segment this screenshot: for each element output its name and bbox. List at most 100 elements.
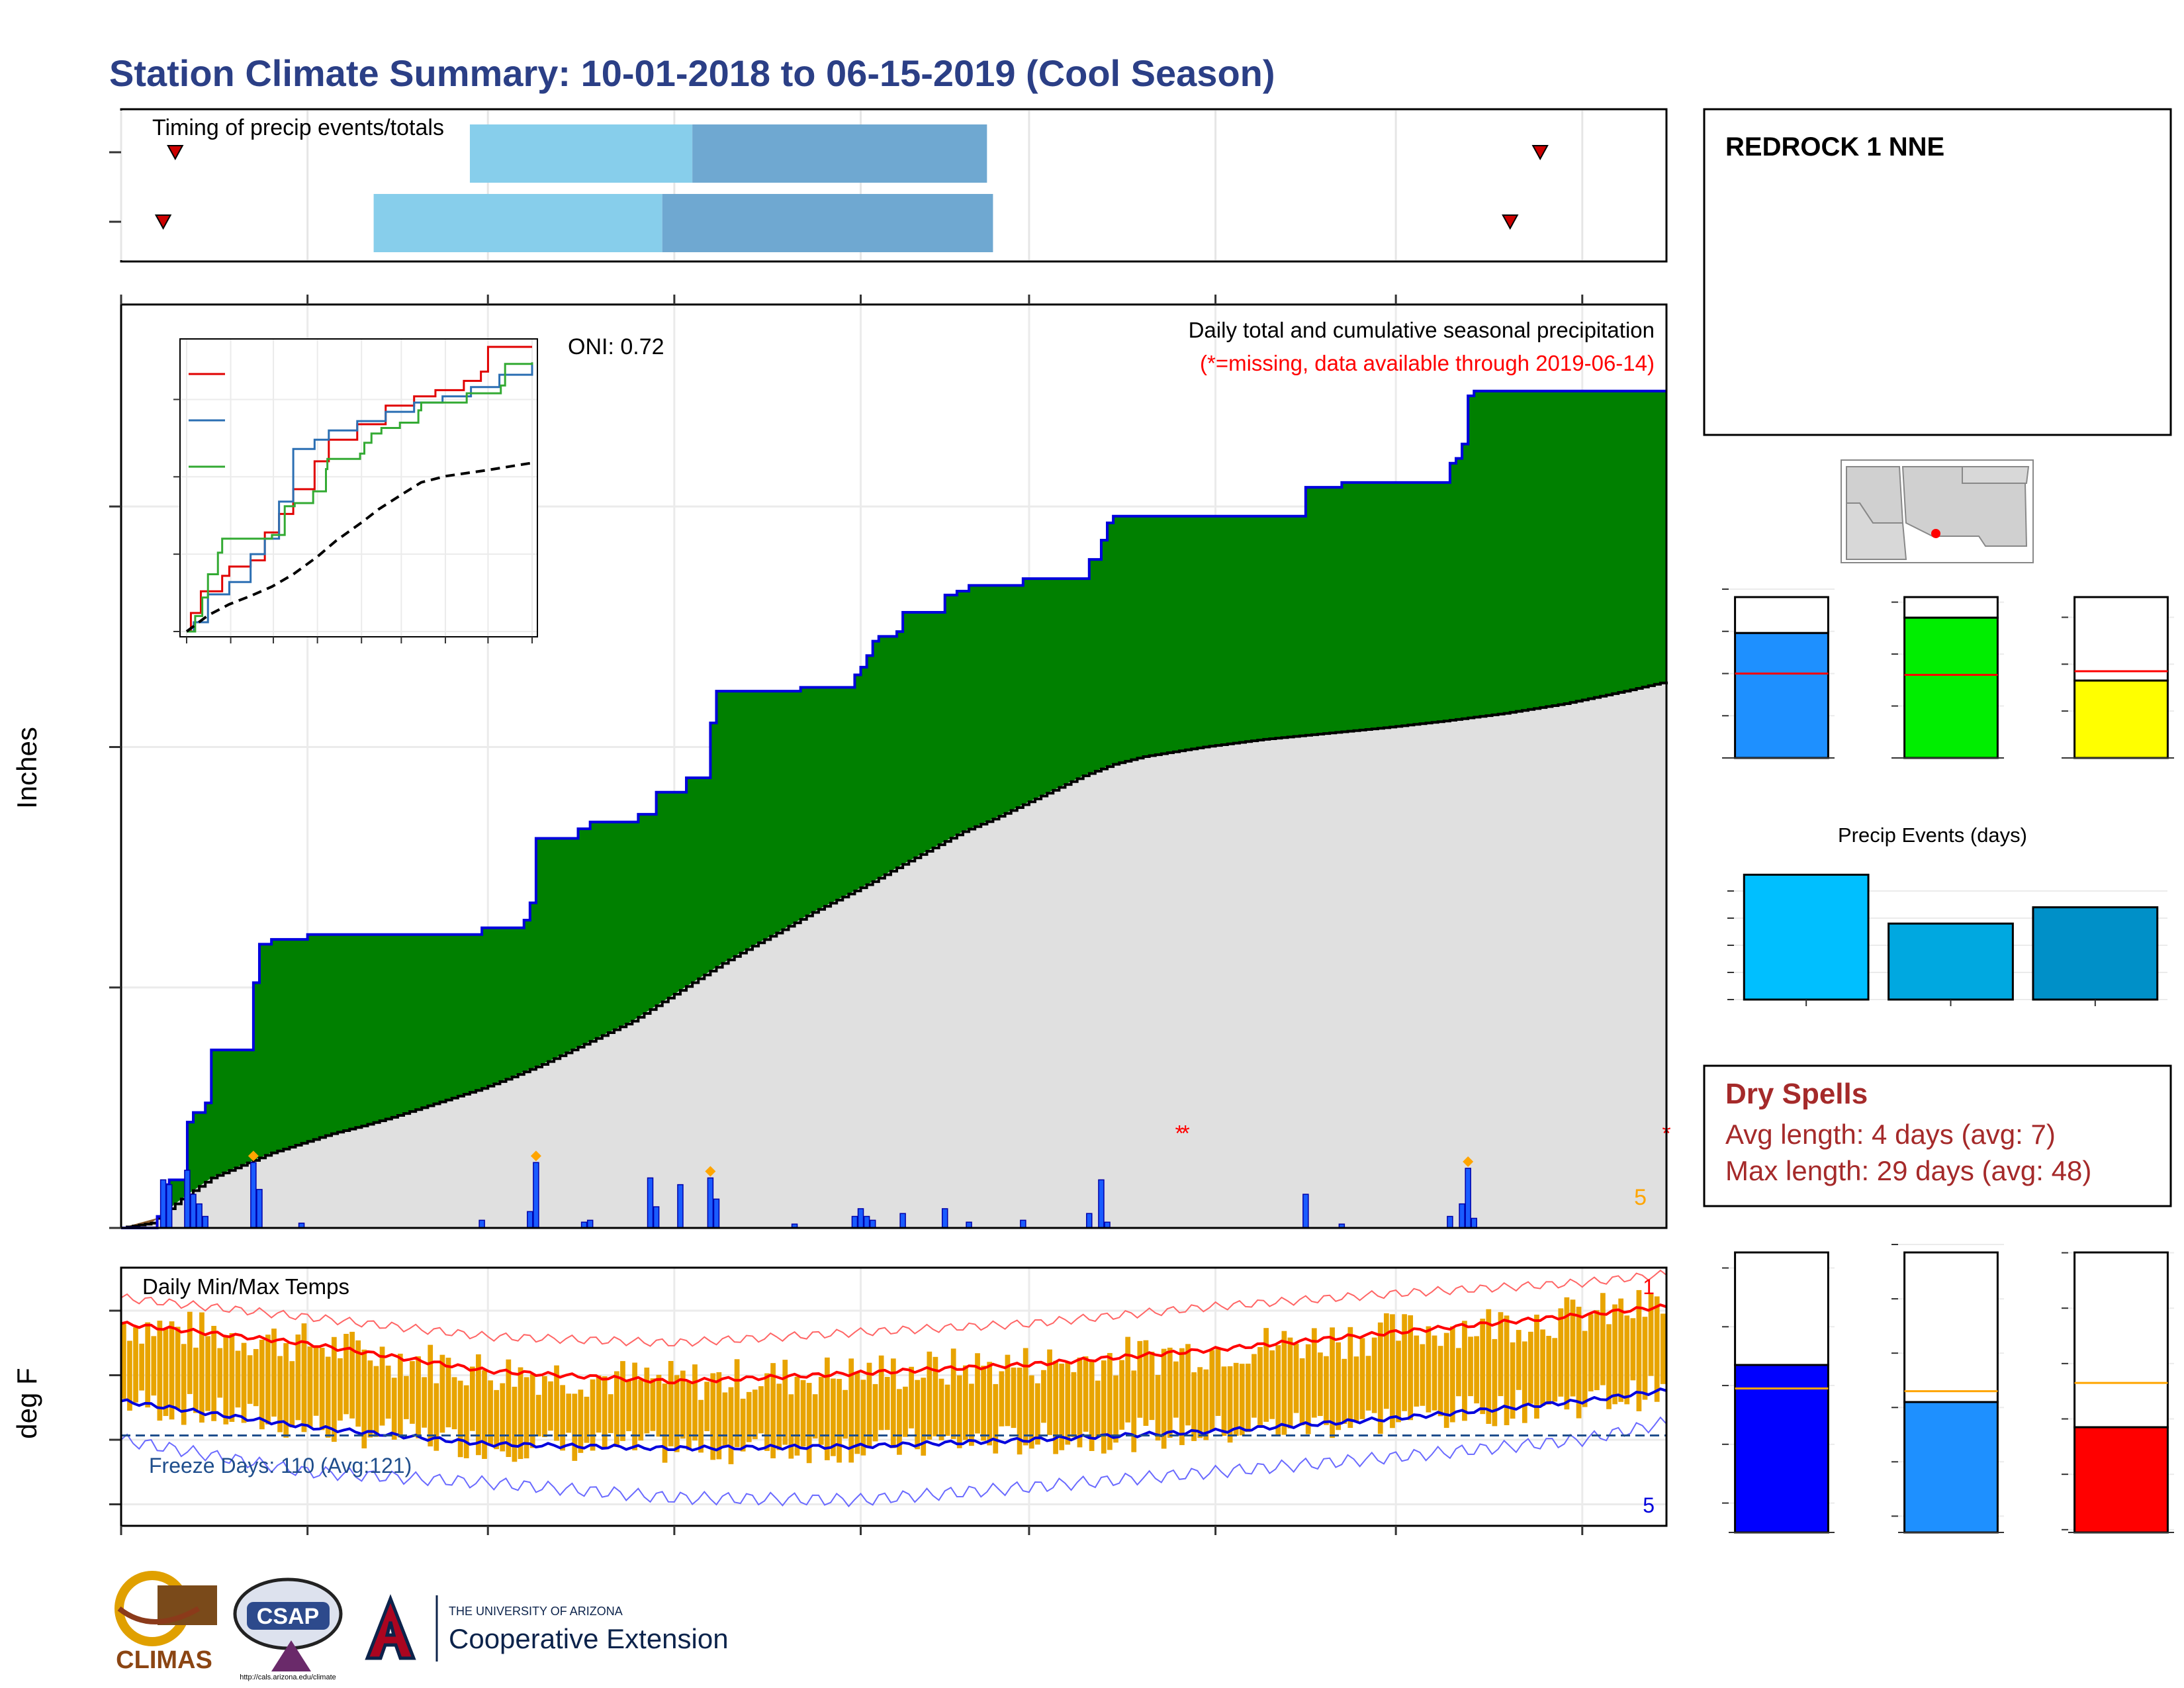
daily-precip-bar [863, 1215, 870, 1229]
daily-temp-range-bar [307, 1346, 313, 1427]
daily-precip-bar [1459, 1203, 1465, 1229]
daily-temp-range-bar [1149, 1352, 1155, 1421]
daily-temp-range-bar [944, 1384, 950, 1436]
daily-temp-range-bar [1390, 1314, 1395, 1429]
daily-temp-range-bar [1546, 1336, 1552, 1405]
dry-spells-title: Dry Spells [1725, 1078, 1868, 1110]
daily-temp-range-bar [1588, 1314, 1594, 1391]
daily-temp-range-bar [1287, 1337, 1293, 1429]
daily-temp-range-bar [469, 1366, 475, 1431]
daily-temp-range-bar [151, 1336, 157, 1396]
daily-temp-range-bar [872, 1383, 878, 1442]
daily-temp-range-bar [1330, 1327, 1335, 1438]
mini-bar-background [2073, 1251, 2169, 1429]
daily-temp-range-bar [969, 1383, 974, 1446]
daily-precip-bar [1098, 1179, 1105, 1229]
daily-temp-range-bar [1215, 1348, 1221, 1416]
station-info-box: REDROCK 1 NNE [1703, 108, 2172, 436]
daily-temp-range-bar [379, 1346, 385, 1426]
daily-temp-range-bar [187, 1311, 193, 1394]
daily-temp-range-bar [590, 1379, 596, 1451]
daily-temp-range-bar [704, 1382, 710, 1431]
daily-temp-range-bar [1437, 1346, 1443, 1417]
precip-surplus-area [121, 391, 1666, 1228]
daily-temp-range-bar [1432, 1335, 1437, 1411]
daily-temp-range-bar [241, 1342, 247, 1423]
daily-temp-range-bar [1576, 1307, 1582, 1419]
daily-temp-range-bar [373, 1366, 379, 1437]
daily-temp-range-bar [482, 1370, 487, 1459]
daily-temp-range-bar [1131, 1370, 1137, 1452]
daily-precip-bar [1465, 1168, 1471, 1229]
daily-temp-range-bar [897, 1389, 902, 1455]
daily-precip-bar [1086, 1213, 1093, 1229]
daily-temp-range-bar [1017, 1367, 1023, 1455]
daily-temp-range-bar [1179, 1348, 1185, 1446]
daily-temp-range-bar [975, 1353, 980, 1434]
daily-precip-bar [184, 1170, 191, 1229]
daily-temp-range-bar [283, 1343, 289, 1438]
daily-temp-range-bar [884, 1377, 890, 1430]
daily-temp-range-bar [1342, 1358, 1347, 1424]
average-min-line [120, 1387, 1667, 1452]
daily-temp-range-bar [506, 1359, 512, 1458]
daily-temp-range-bar [463, 1385, 469, 1458]
daily-temp-range-bar [584, 1396, 590, 1443]
mini-bar-value [1903, 616, 1999, 759]
average-max-line [120, 1303, 1667, 1385]
daily-temp-range-bar [145, 1322, 151, 1408]
dry-spells-avg: Avg length: 4 days (avg: 7) [1725, 1119, 2056, 1150]
daily-temp-range-bar [529, 1374, 535, 1448]
daily-temp-range-bar [842, 1389, 848, 1439]
daily-temp-range-bar [662, 1383, 668, 1463]
daily-temp-range-bar [806, 1383, 812, 1464]
daily-temp-range-bar [650, 1378, 656, 1431]
daily-temp-range-bar [410, 1361, 415, 1424]
daily-temp-range-bar [1564, 1297, 1570, 1410]
daily-temp-range-bar [1383, 1313, 1389, 1409]
tmean-chart [1891, 1244, 2004, 1534]
events-bar [1888, 922, 2014, 1001]
daily-temp-range-bar [860, 1380, 866, 1456]
daily-temp-range-bar [247, 1355, 253, 1404]
daily-temp-range-bar [752, 1389, 758, 1440]
daily-temp-range-bar [319, 1348, 325, 1430]
daily-temp-range-bar [1161, 1348, 1167, 1449]
daily-temp-range-bar [890, 1358, 896, 1448]
daily-temp-range-bar [1275, 1345, 1281, 1436]
mini-bar-value [1734, 632, 1829, 759]
daily-temp-range-bar [674, 1375, 680, 1452]
daily-temp-range-bar [1606, 1324, 1612, 1409]
daily-precip-bar [869, 1219, 876, 1229]
mini-bar-value [2073, 679, 2169, 759]
daily-temp-range-bar [746, 1391, 752, 1442]
last-event-marker [1531, 145, 1549, 161]
daily-temp-range-bar [1143, 1340, 1149, 1426]
daily-temp-range-bar [854, 1372, 860, 1454]
daily-temp-range-bar [1396, 1340, 1401, 1423]
csap-logo: CSAP http://cals.arizona.edu/climate [233, 1577, 343, 1681]
daily-temp-range-bar [938, 1378, 944, 1440]
daily-temp-range-bar [927, 1351, 933, 1440]
station-name: REDROCK 1 NNE [1725, 132, 1944, 162]
daily-temp-range-bar [457, 1380, 463, 1458]
daily-temp-range-bar [716, 1372, 722, 1460]
record-min-line [120, 1416, 1667, 1508]
daily-temp-range-bar [169, 1321, 175, 1420]
daily-temp-range-bar [1516, 1330, 1522, 1390]
oni-label: ONI: 0.72 [568, 334, 664, 359]
mini-bar-background [1734, 596, 1829, 634]
last-event-marker [1502, 214, 1519, 230]
timing-bar-25-50 [469, 124, 693, 183]
daily-temp-range-bar [433, 1383, 439, 1451]
daily-temp-range-bar [620, 1361, 625, 1441]
rain-days-chart [1891, 589, 2004, 759]
daily-temp-range-bar [596, 1375, 602, 1433]
mini-bar-background [2073, 596, 2169, 682]
daily-temp-range-bar [656, 1374, 662, 1437]
daily-temp-range-bar [494, 1389, 500, 1450]
daily-temp-range-bar [235, 1350, 241, 1408]
daily-temp-range-bar [343, 1333, 349, 1415]
daily-temp-range-bar [1263, 1328, 1269, 1422]
daily-temp-range-bar [127, 1340, 132, 1411]
